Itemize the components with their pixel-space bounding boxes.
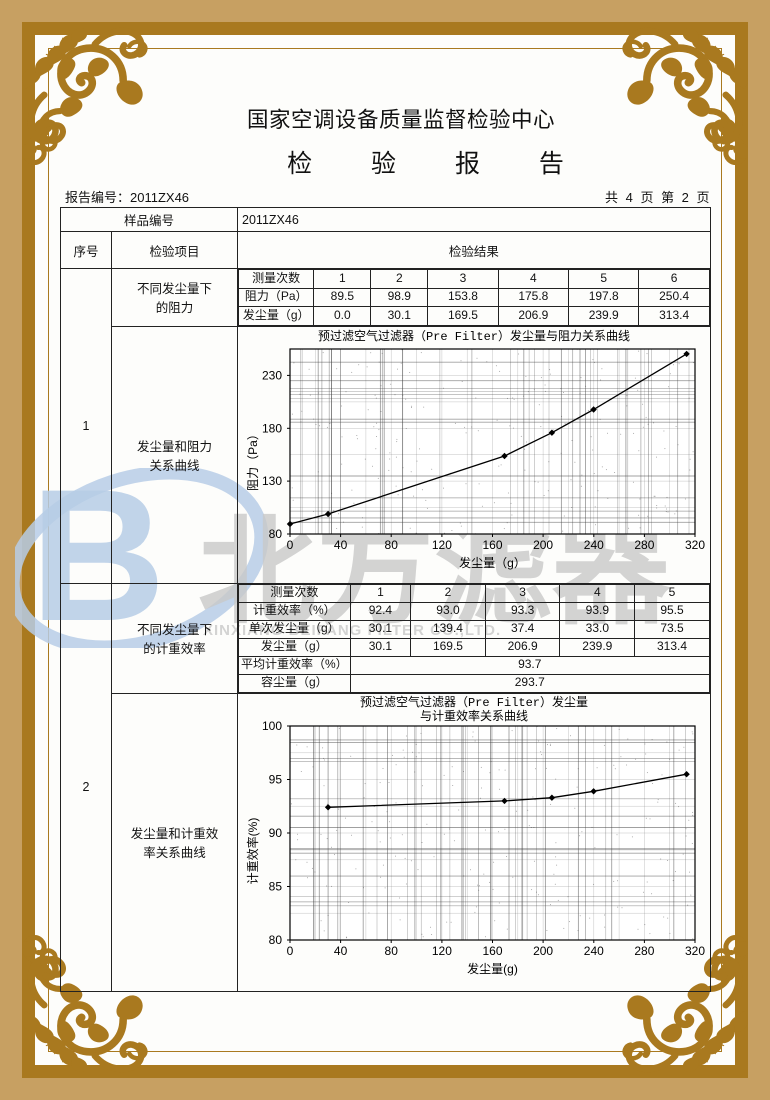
svg-text:160: 160: [483, 944, 503, 958]
svg-text:40: 40: [334, 538, 348, 552]
svg-text:85: 85: [269, 879, 283, 893]
svg-text:200: 200: [533, 944, 553, 958]
svg-text:320: 320: [685, 538, 705, 552]
svg-text:预过滤空气过滤器（Pre Filter）发尘量: 预过滤空气过滤器（Pre Filter）发尘量: [360, 694, 588, 710]
svg-text:80: 80: [269, 933, 283, 947]
svg-text:130: 130: [262, 474, 282, 488]
svg-text:180: 180: [262, 421, 282, 435]
svg-text:0: 0: [287, 538, 294, 552]
svg-text:与计重效率关系曲线: 与计重效率关系曲线: [420, 708, 528, 724]
svg-text:120: 120: [432, 538, 452, 552]
svg-text:240: 240: [584, 538, 604, 552]
svg-text:80: 80: [385, 944, 399, 958]
svg-text:120: 120: [432, 944, 452, 958]
svg-text:40: 40: [334, 944, 348, 958]
svg-text:发尘量（g）: 发尘量（g）: [459, 555, 526, 570]
svg-text:80: 80: [385, 538, 399, 552]
svg-text:发尘量(g): 发尘量(g): [467, 961, 518, 976]
svg-text:160: 160: [483, 538, 503, 552]
svg-text:200: 200: [533, 538, 553, 552]
svg-text:阻力（Pa）: 阻力（Pa）: [246, 428, 260, 491]
svg-text:95: 95: [269, 772, 283, 786]
svg-text:计重效率(%): 计重效率(%): [245, 817, 260, 884]
svg-text:80: 80: [269, 527, 283, 541]
svg-text:预过滤空气过滤器（Pre Filter）发尘量与阻力关系曲线: 预过滤空气过滤器（Pre Filter）发尘量与阻力关系曲线: [318, 328, 630, 344]
svg-text:230: 230: [262, 368, 282, 382]
svg-text:280: 280: [634, 944, 654, 958]
svg-text:280: 280: [634, 538, 654, 552]
svg-text:320: 320: [685, 944, 705, 958]
svg-text:100: 100: [262, 719, 282, 733]
svg-text:240: 240: [584, 944, 604, 958]
svg-text:0: 0: [287, 944, 294, 958]
svg-text:90: 90: [269, 826, 283, 840]
